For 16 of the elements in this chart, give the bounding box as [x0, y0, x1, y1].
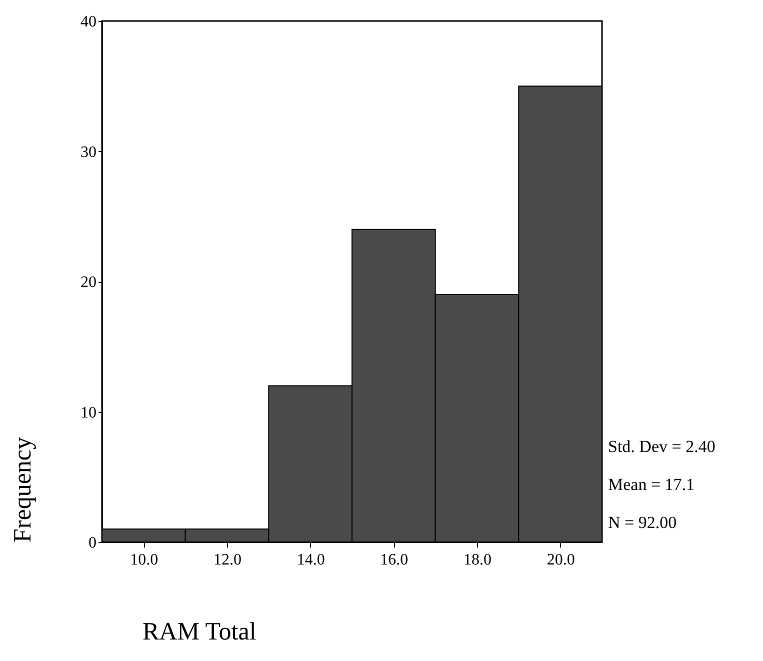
y-tick-label: 40 — [80, 14, 96, 30]
x-axis-title: RAM Total — [142, 618, 256, 646]
x-tick-label: 20.0 — [546, 552, 575, 568]
y-axis-title: Frequency — [10, 436, 36, 542]
x-tick-label: 18.0 — [464, 552, 492, 568]
x-tick-label: 10.0 — [130, 552, 158, 568]
x-tick-label: 12.0 — [214, 552, 242, 568]
text: Mean = 17.1 — [608, 474, 696, 496]
y-tick-label: 30 — [80, 144, 96, 161]
y-tick-label: 0 — [88, 534, 96, 552]
text: N = 92.00 — [608, 512, 678, 534]
text: Std. Dev = 2.40 — [608, 436, 716, 458]
y-tick-label: 10 — [80, 404, 96, 422]
y-tick-label: 20 — [80, 274, 96, 291]
x-tick-label: 16.0 — [380, 552, 408, 568]
x-tick-label: 14.0 — [296, 552, 325, 568]
